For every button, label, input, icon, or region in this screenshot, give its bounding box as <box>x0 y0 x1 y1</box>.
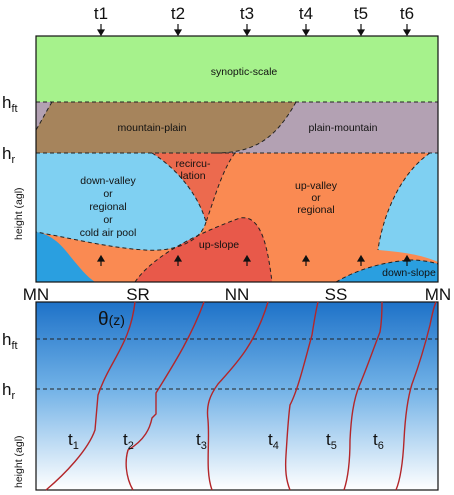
profile-label-t5: t5 <box>326 430 337 452</box>
top-panel-frame <box>35 35 439 283</box>
theta-profile-t3 <box>206 301 269 491</box>
up-valley-label-2: or <box>311 192 321 204</box>
recirculation-label-1: recircu- <box>175 158 211 170</box>
down-valley-label-5: cold air pool <box>80 227 137 239</box>
time-label-t1: t1 <box>94 4 108 23</box>
synoptic-label: synoptic-scale <box>211 66 278 78</box>
x-label-mn-left: MN <box>23 285 49 304</box>
down-valley-label-3: regional <box>89 201 126 213</box>
y-level-hft-bottom: hft <box>2 330 18 352</box>
down-valley-label-2: or <box>103 188 113 200</box>
plain-mountain-label: plain-mountain <box>309 122 378 134</box>
up-valley-label-1: up-valley <box>295 180 338 192</box>
x-label-ss: SS <box>325 285 348 304</box>
y-level-hr-bottom: hr <box>2 380 15 402</box>
time-markers: t1 t2 t3 t4 t5 t6 <box>94 4 414 37</box>
down-slope-region-left <box>36 232 95 282</box>
theta-profile-t5 <box>343 301 383 491</box>
up-slope-region <box>135 217 272 282</box>
theta-profile-t6 <box>395 301 437 491</box>
up-valley-label-3: regional <box>297 204 334 216</box>
profile-label-t4: t4 <box>268 430 279 452</box>
y-axis-title-bottom: height (agl) <box>13 435 25 488</box>
x-label-nn: NN <box>225 285 250 304</box>
time-label-t5: t5 <box>354 4 368 23</box>
y-level-hr-top: hr <box>2 144 15 166</box>
bottom-panel: θ(z) t1 t2 t3 t4 t5 t6 hft hr height (ag… <box>2 301 439 491</box>
time-label-t6: t6 <box>400 4 414 23</box>
down-valley-label-4: or <box>103 214 113 226</box>
recirculation-region <box>152 153 235 222</box>
down-valley-region-right <box>378 153 438 262</box>
down-valley-region <box>36 153 206 251</box>
down-slope-label: down-slope <box>382 267 436 279</box>
profile-label-t2: t2 <box>123 430 134 452</box>
down-slope-region-right <box>336 260 438 282</box>
profile-label-t6: t6 <box>373 430 384 452</box>
synoptic-band <box>36 36 438 102</box>
y-level-hft-top: hft <box>2 93 18 115</box>
theta-label: θ(z) <box>98 309 125 330</box>
x-label-mn-right: MN <box>425 285 451 304</box>
down-valley-label-1: down-valley <box>80 175 136 187</box>
y-axis-title-top: height (agl) <box>13 187 25 240</box>
time-label-t4: t4 <box>299 4 313 23</box>
time-arrows-bottom <box>96 254 412 266</box>
time-label-t2: t2 <box>171 4 185 23</box>
bottom-panel-frame <box>35 301 439 491</box>
mountain-plain-label: mountain-plain <box>118 122 187 134</box>
recirculation-label-2: lation <box>180 170 205 182</box>
sky-gradient <box>36 302 438 490</box>
time-label-t3: t3 <box>240 4 254 23</box>
profile-label-t3: t3 <box>196 430 207 452</box>
mountain-plain-region <box>36 102 296 153</box>
up-slope-label: up-slope <box>199 239 239 251</box>
theta-profile-t2 <box>125 301 205 491</box>
theta-profile-t4 <box>284 301 319 491</box>
theta-profile-t1 <box>45 301 136 491</box>
x-label-sr: SR <box>126 285 150 304</box>
profile-label-t1: t1 <box>68 430 79 452</box>
top-panel: synoptic-scale mountain-plain plain-moun… <box>2 4 451 304</box>
